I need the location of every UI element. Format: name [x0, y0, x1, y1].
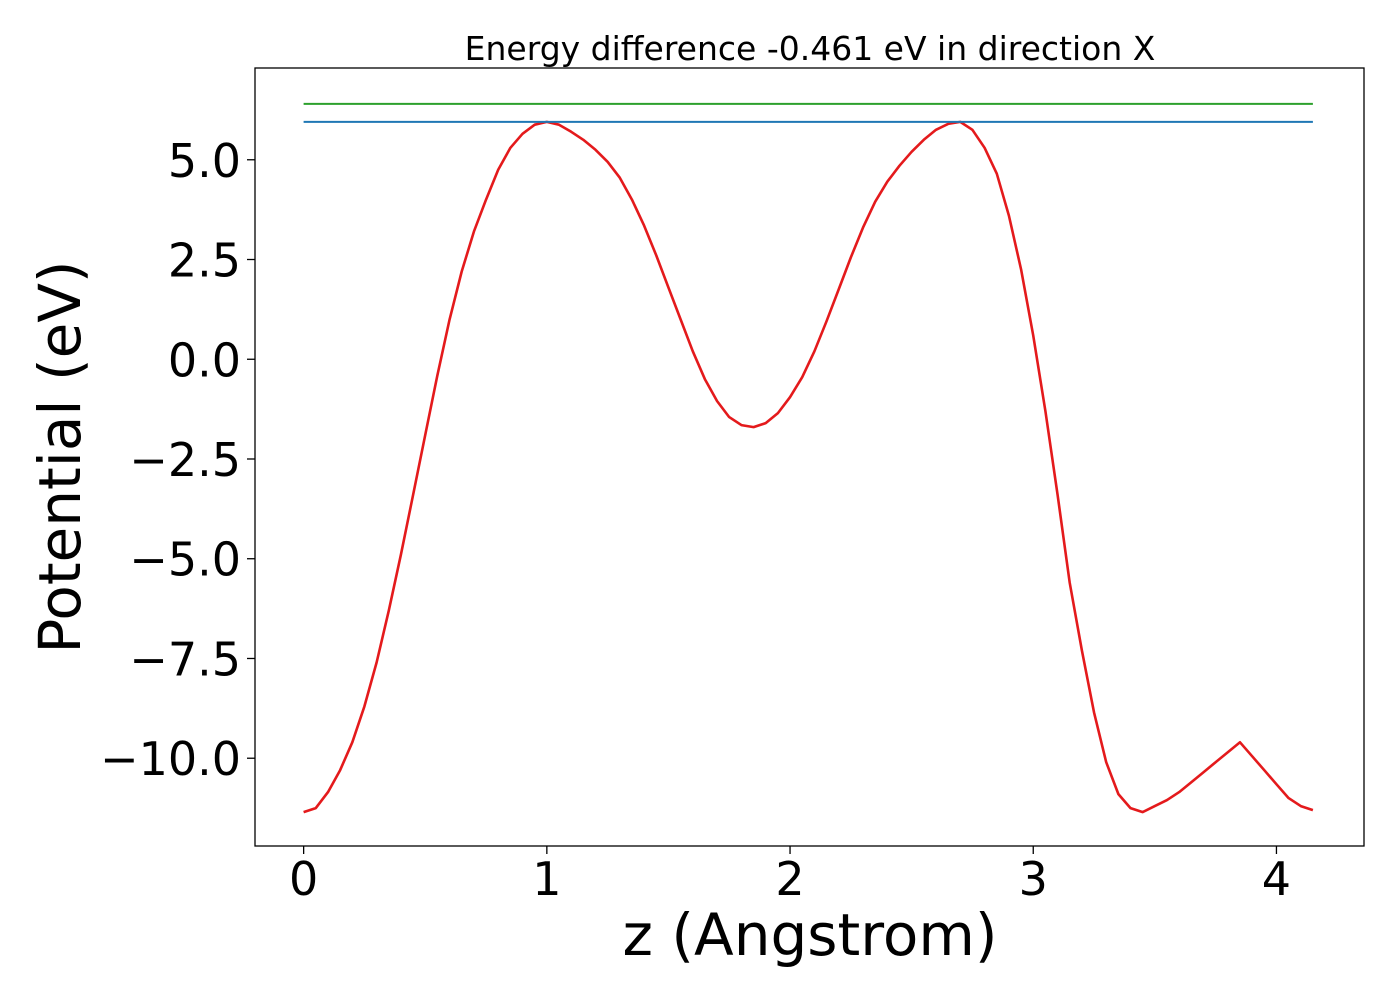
x-tick-label: 0: [289, 852, 318, 906]
x-tick-label: 2: [775, 852, 804, 906]
y-tick-label: 2.5: [168, 234, 241, 288]
x-tick-label: 1: [532, 852, 561, 906]
plot-area: [303, 102, 1314, 814]
y-tick-label: −7.5: [129, 632, 241, 686]
x-tick-label: 4: [1262, 852, 1291, 906]
y-tick-label: −2.5: [129, 433, 241, 487]
x-tick-label: 3: [1019, 852, 1048, 906]
y-tick-label: 0.0: [168, 333, 241, 387]
chart-title: Energy difference -0.461 eV in direction…: [465, 29, 1156, 68]
series-line-0: [303, 120, 1314, 814]
y-tick-label: −5.0: [129, 533, 241, 587]
y-tick-label: 5.0: [168, 134, 241, 188]
plot-frame: [254, 67, 1365, 847]
y-axis-label: Potential (eV): [26, 260, 94, 653]
x-axis: 0 1 2 3 4: [289, 846, 1291, 906]
y-axis: 5.0 2.5 0.0 −2.5 −5.0 −7.5 −10.0: [100, 134, 255, 786]
x-axis-label: z (Angstrom): [623, 901, 998, 969]
y-tick-label: −10.0: [100, 732, 241, 786]
